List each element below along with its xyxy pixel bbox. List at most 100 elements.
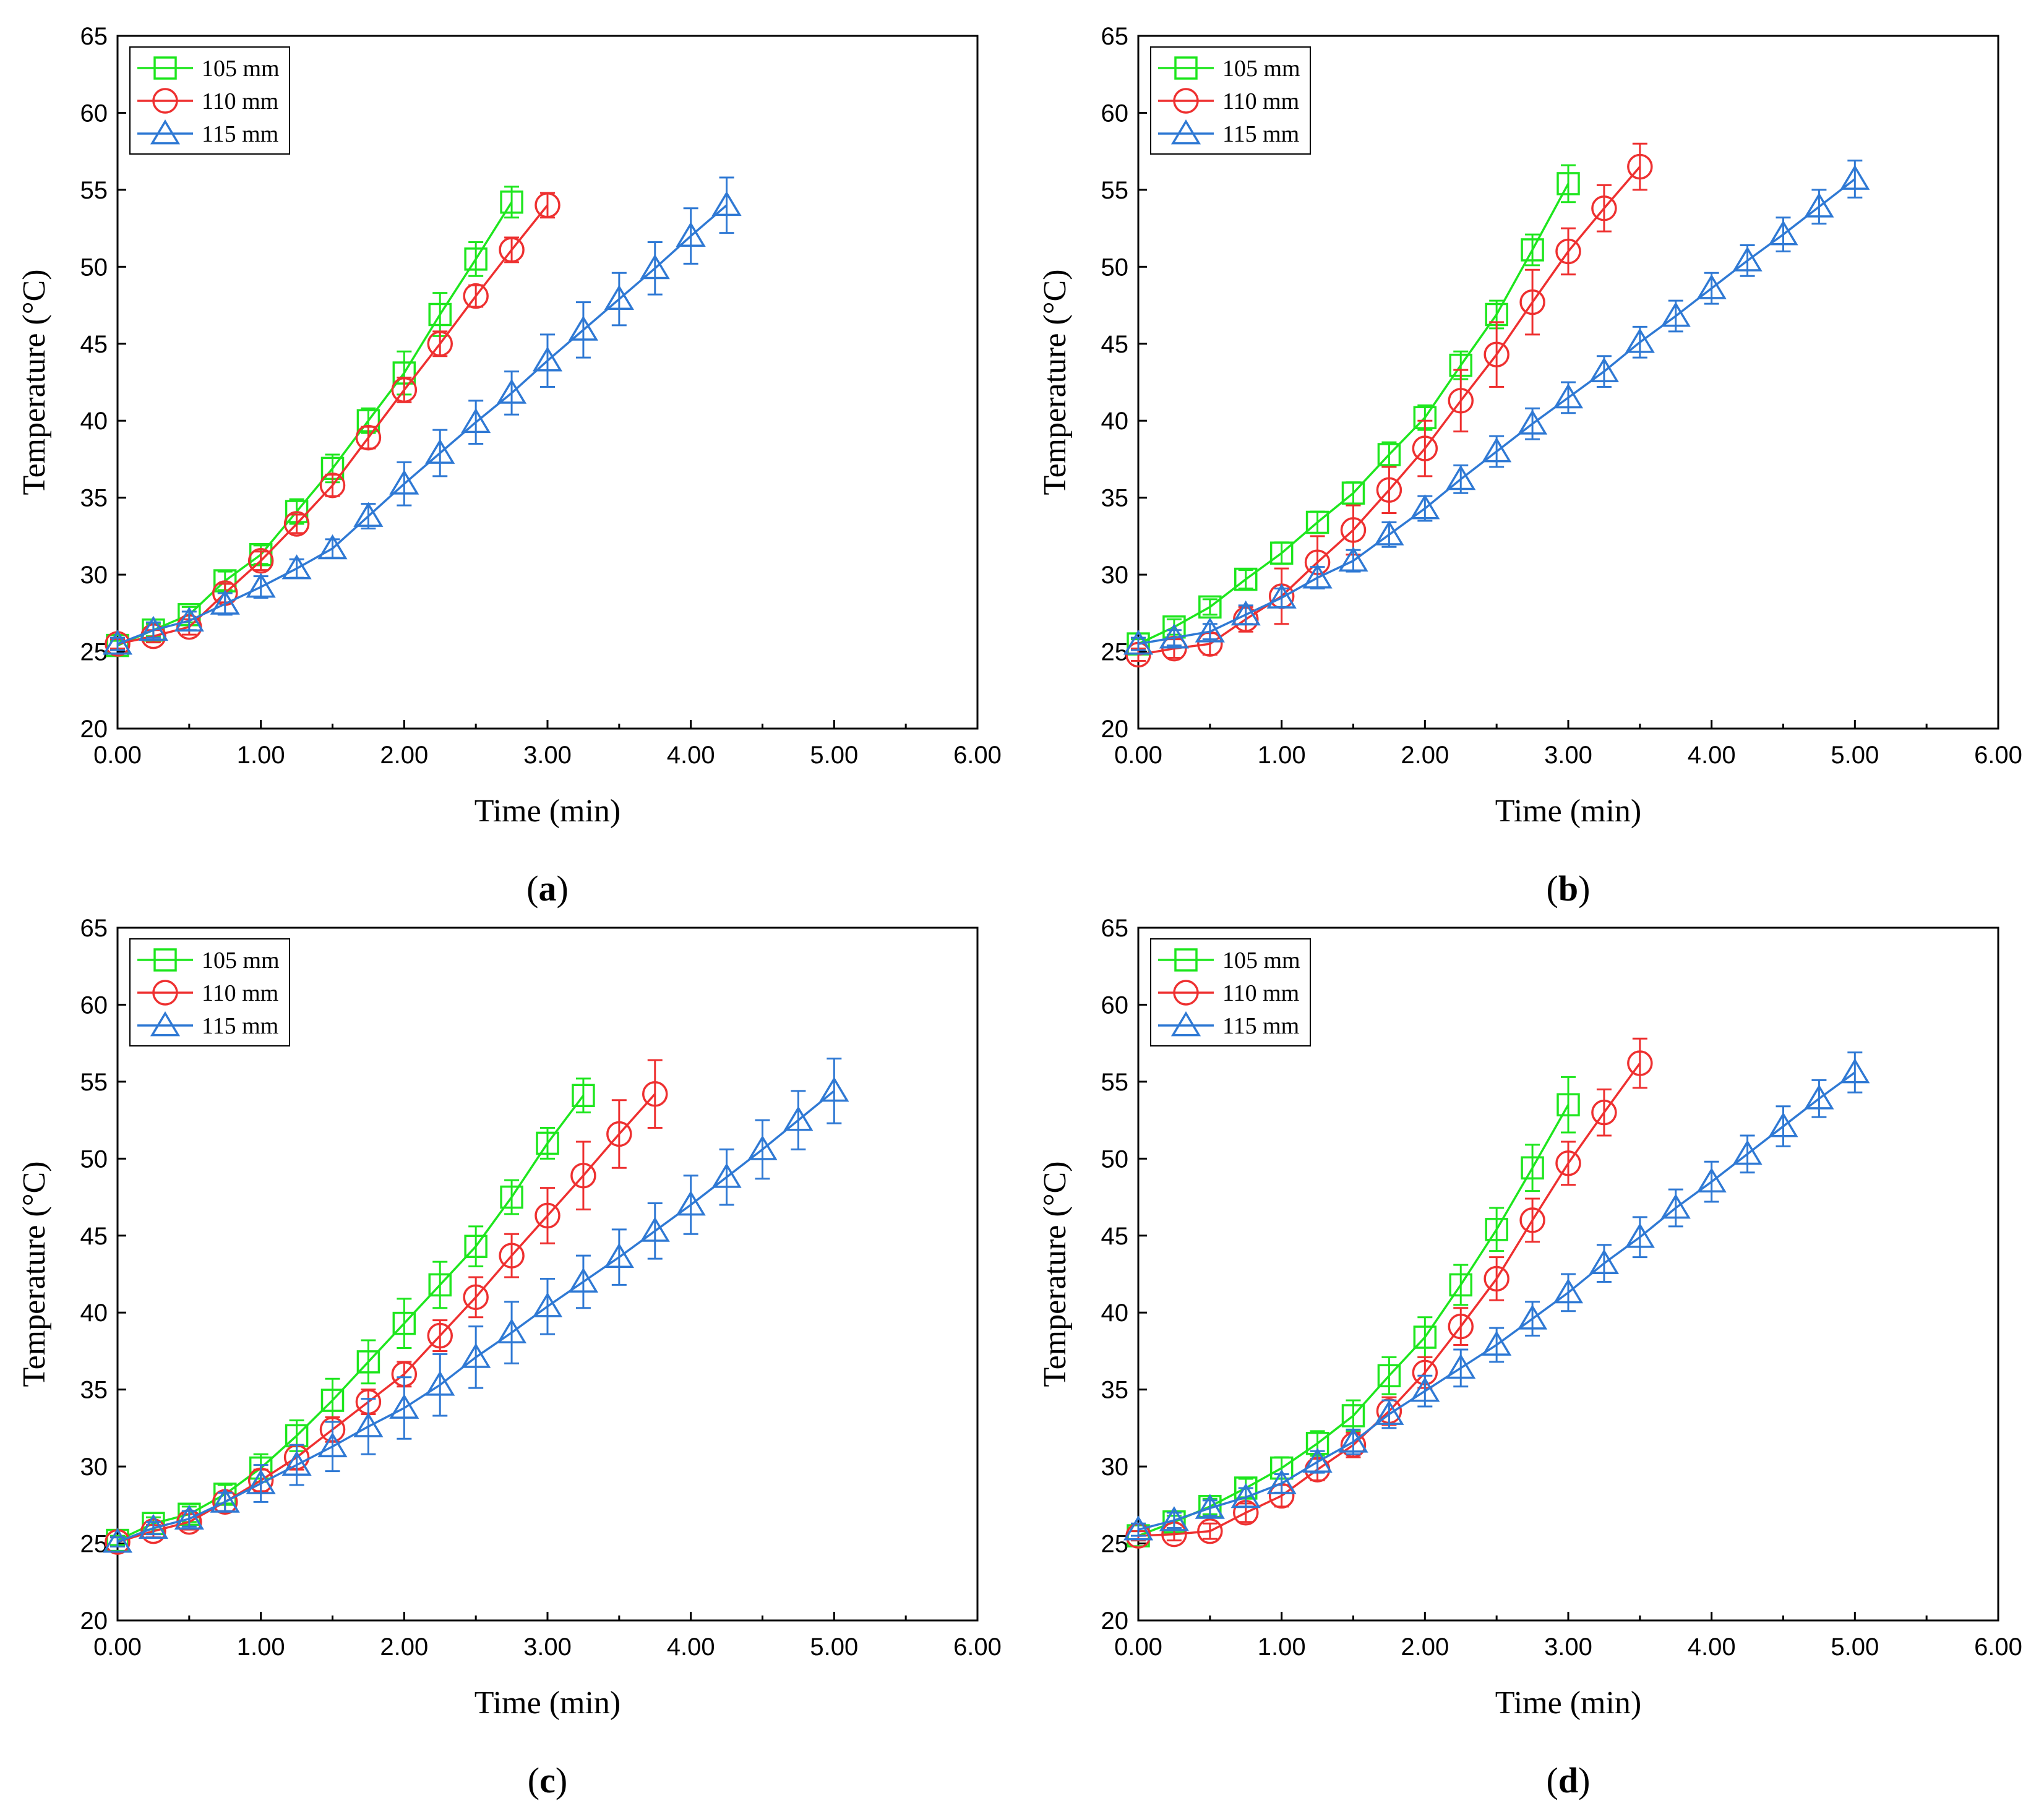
x-tick-label: 6.00 [953,1633,1002,1661]
legend-label: 105 mm [202,948,280,974]
x-tick-label: 0.00 [93,742,142,769]
data-point [1627,1050,1653,1076]
legend-marker [1170,1011,1201,1037]
data-point [1484,341,1509,367]
data-point [1338,546,1368,572]
data-point [353,1412,384,1437]
data-point [102,1528,133,1553]
data-point [1521,238,1544,262]
y-tick-label: 25 [80,639,108,666]
legend-marker [1174,56,1198,80]
data-point [1696,1167,1727,1193]
data-point [1266,583,1297,609]
legend-marker [1174,948,1198,972]
data-point [711,190,742,216]
x-tick-label: 6.00 [1974,1633,2022,1661]
y-axis-label: Temperature (°C) [1037,269,1073,495]
data-point [389,1393,419,1419]
data-point [1413,1325,1437,1349]
legend-label: 115 mm [202,1013,278,1039]
y-tick-label: 50 [1101,254,1129,281]
y-tick-label: 20 [80,1607,108,1635]
data-point [676,221,706,247]
panel-label-open: ( [528,1760,539,1800]
data-point [319,473,346,499]
legend: 105 mm 110 mm 115 mm [129,46,290,155]
legend-label: 110 mm [202,88,278,114]
y-tick-label: 65 [80,23,108,50]
y-tick-label: 40 [80,1299,108,1327]
data-point [1768,220,1798,246]
y-tick-label: 35 [80,1377,108,1404]
x-tick-label: 5.00 [1831,1633,1879,1661]
data-point [1519,1207,1545,1233]
y-tick-label: 45 [1101,331,1129,358]
data-point [464,1235,487,1258]
data-point [463,283,489,309]
x-tick-label: 2.00 [380,1633,428,1661]
data-point [356,1350,380,1374]
y-tick-label: 25 [1101,1531,1129,1558]
x-tick-label: 0.00 [1114,742,1162,769]
data-point [1485,1218,1508,1241]
data-point [1625,1223,1655,1248]
x-tick-label: 1.00 [237,742,285,769]
data-point [1449,1273,1472,1297]
chart-panel-b: 0.00 1.00 2.00 3.00 4.00 5.00 6.00 20 25 30 35 40 45… [1037,23,2022,909]
data-point [320,1389,345,1412]
data-point [389,469,419,495]
data-point [606,1121,632,1147]
series-line [117,1093,656,1543]
panel-label-open: ( [1547,1760,1558,1800]
data-point [572,1084,595,1108]
x-tick-label: 3.00 [523,1633,572,1661]
y-axis-label: Temperature (°C) [1037,1161,1073,1387]
data-point [210,589,240,615]
data-point [1341,1404,1365,1427]
data-point [1555,238,1581,265]
x-tick-label: 1.00 [1258,742,1306,769]
data-point [1557,1093,1580,1116]
y-tick-label: 55 [1101,1069,1129,1096]
panel-label-open: ( [1547,868,1558,909]
y-tick-label: 60 [80,991,108,1019]
series-110-mm [105,192,560,657]
data-point [461,1343,491,1368]
data-point [1732,1139,1763,1165]
data-point [246,573,276,598]
legend-label: 105 mm [1222,56,1300,82]
y-tick-label: 55 [80,1069,108,1096]
legend-label: 110 mm [202,980,278,1006]
x-axis-label: Time (min) [474,794,620,829]
data-point [640,1217,670,1242]
data-point [640,254,670,280]
panel-label-open: ( [526,868,538,909]
data-point [1482,437,1512,463]
data-point [1591,195,1617,221]
legend-label: 115 mm [1222,1013,1299,1039]
data-point [1625,328,1655,353]
series-105-mm [1127,164,1580,656]
y-tick-label: 55 [1101,177,1129,204]
data-point [427,331,453,357]
x-tick-label: 1.00 [237,1633,285,1661]
data-point [604,1243,634,1269]
legend-marker [1173,88,1199,114]
data-point [497,1318,527,1343]
data-point [568,1267,598,1293]
data-point [676,1191,706,1216]
data-point [1446,464,1476,490]
data-point [1482,1330,1512,1356]
panel-label-close: ) [557,868,569,909]
data-point [1553,383,1584,409]
data-point [1123,630,1154,655]
legend-label: 115 mm [202,121,278,147]
y-tick-label: 65 [1101,915,1129,942]
legend-marker [150,1011,181,1037]
data-point [499,237,525,263]
data-point [1840,1058,1870,1084]
y-axis-label: Temperature (°C) [17,1161,52,1387]
x-tick-label: 5.00 [1831,742,1879,769]
legend-marker [1173,980,1199,1006]
data-point [1305,510,1329,534]
